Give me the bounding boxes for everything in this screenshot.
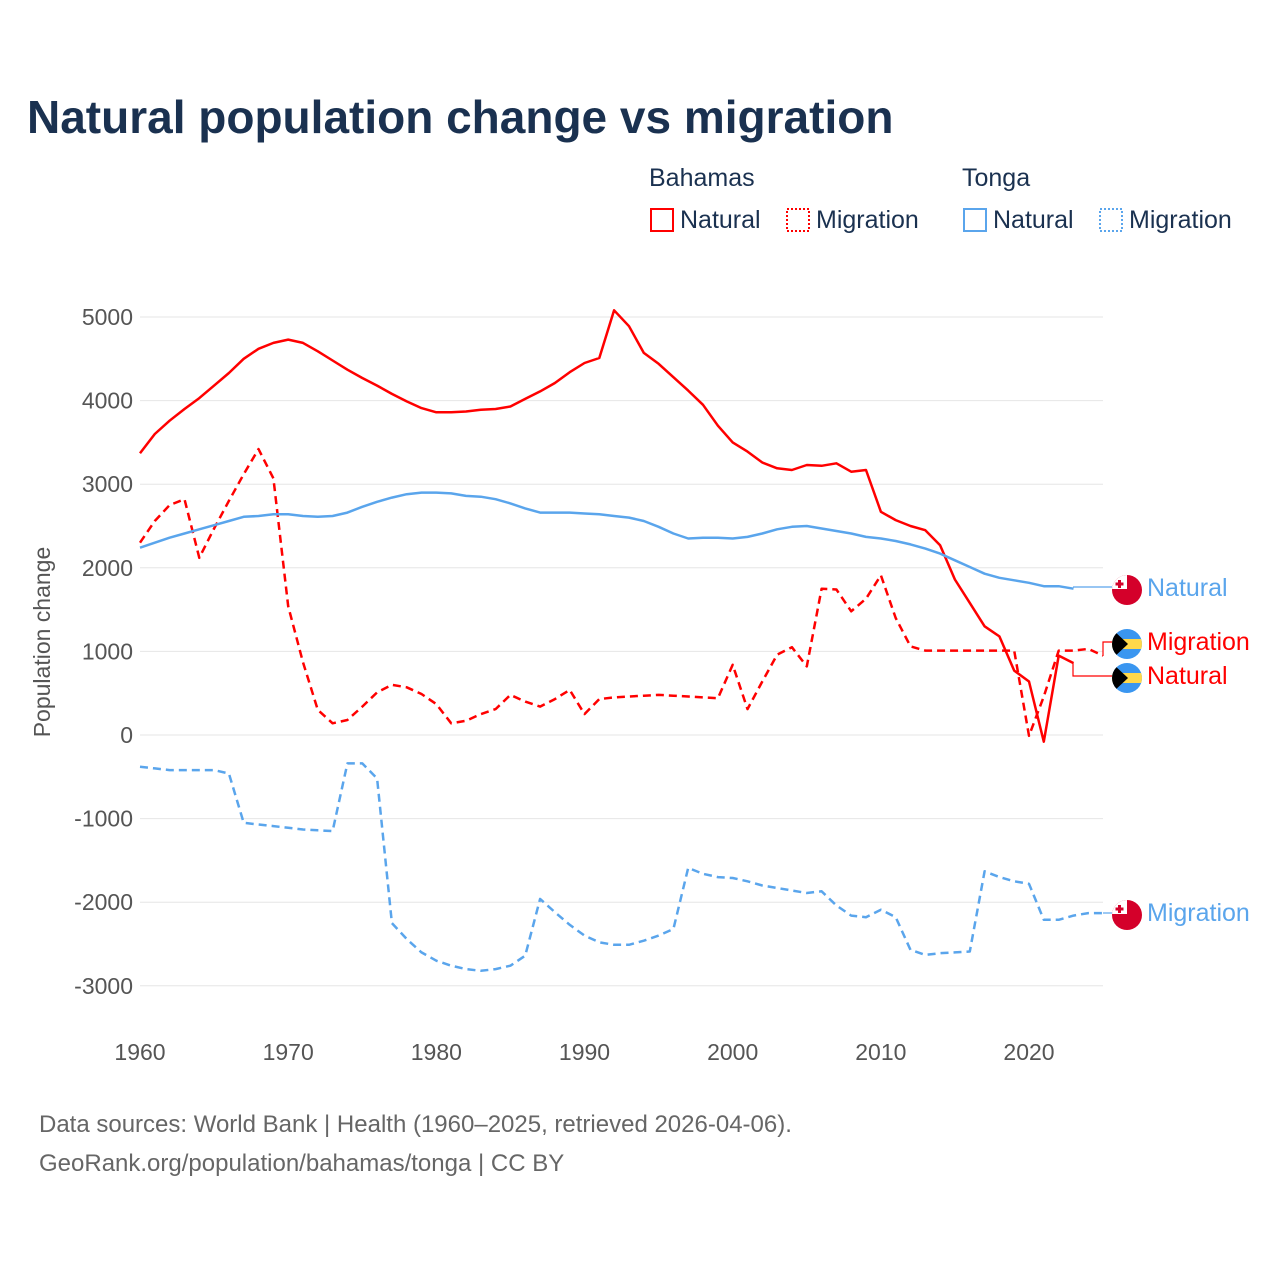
end-label-tonga-migration: Migration	[1147, 899, 1250, 927]
y-tick-label: -1000	[74, 806, 133, 832]
y-tick-label: 0	[120, 722, 133, 748]
footer-sources: Data sources: World Bank | Health (1960–…	[39, 1111, 792, 1138]
x-tick-label: 1970	[263, 1039, 314, 1065]
legend-swatch-tonga-natural	[963, 208, 987, 232]
label-leader-line	[1102, 641, 1112, 656]
label-leader-line	[1072, 663, 1112, 677]
legend-label-tonga-migration[interactable]: Migration	[1129, 206, 1232, 234]
legend-label-bahamas-migration[interactable]: Migration	[816, 206, 919, 234]
x-tick-label: 2000	[707, 1039, 758, 1065]
y-tick-label: -2000	[74, 889, 133, 915]
footer-link[interactable]: GeoRank.org/population/bahamas/tonga | C…	[39, 1150, 564, 1177]
legend-label-tonga-natural[interactable]: Natural	[993, 206, 1074, 234]
y-axis-label: Population change	[29, 547, 55, 738]
series-line-bahamas-natural[interactable]	[139, 309, 1075, 743]
end-label-tonga-natural: Natural	[1147, 574, 1228, 602]
x-tick-label: 1980	[411, 1039, 462, 1065]
series-line-tonga-natural[interactable]	[139, 491, 1074, 590]
x-tick-label: 1960	[114, 1039, 165, 1065]
y-tick-label: 4000	[82, 388, 133, 414]
bahamas-flag-icon	[1112, 629, 1142, 659]
y-tick-label: 3000	[82, 471, 133, 497]
y-tick-label: -3000	[74, 973, 133, 999]
bahamas-flag-icon	[1112, 663, 1142, 693]
x-tick-label: 1990	[559, 1039, 610, 1065]
end-label-bahamas-migration: Migration	[1147, 628, 1250, 656]
chart-title: Natural population change vs migration	[27, 91, 893, 143]
legend: Bahamas Tonga Natural Migration Natural …	[649, 164, 1232, 234]
y-tick-label: 1000	[82, 638, 133, 664]
y-tick-label: 5000	[82, 304, 133, 330]
legend-label-bahamas-natural[interactable]: Natural	[680, 206, 761, 234]
tonga-flag-icon	[1112, 575, 1142, 605]
x-tick-label: 2010	[855, 1039, 906, 1065]
legend-swatch-tonga-migration	[1099, 208, 1123, 232]
y-tick-label: 2000	[82, 555, 133, 581]
x-tick-label: 2020	[1003, 1039, 1054, 1065]
tonga-flag-icon	[1112, 900, 1142, 930]
series-line-tonga-migration[interactable]	[139, 762, 1104, 973]
legend-group-tonga: Tonga	[962, 164, 1030, 192]
legend-group-bahamas: Bahamas	[649, 164, 755, 192]
end-label-bahamas-natural: Natural	[1147, 662, 1228, 690]
legend-swatch-bahamas-migration	[786, 208, 810, 232]
series-line-bahamas-migration[interactable]	[138, 447, 1104, 738]
legend-swatch-bahamas-natural	[650, 208, 674, 232]
